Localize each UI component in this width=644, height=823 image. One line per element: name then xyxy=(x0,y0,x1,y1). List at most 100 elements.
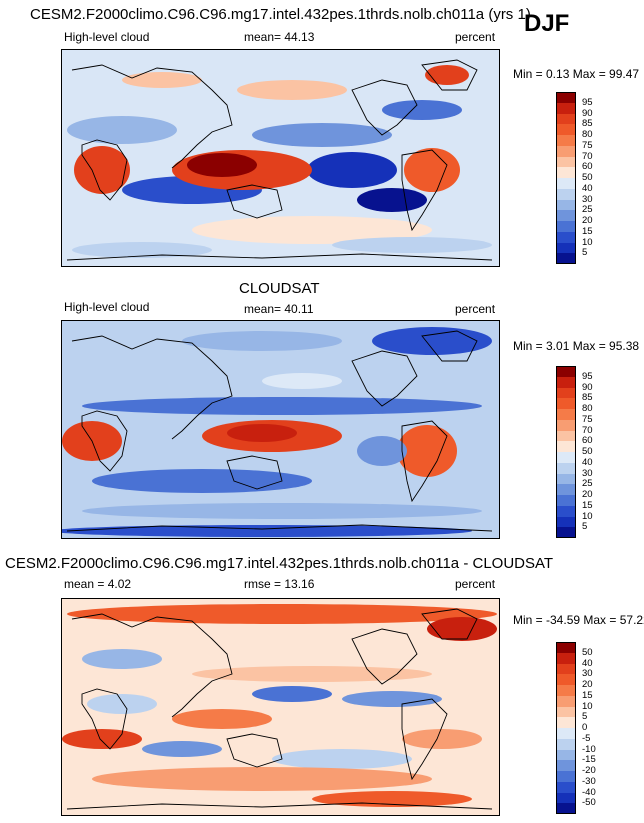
panel1-colorbar-swatch xyxy=(556,188,576,200)
panel2-title: CLOUDSAT xyxy=(239,280,320,297)
panel2-units-label: percent xyxy=(455,302,496,316)
panel3-colorbar-tick-label: 40 xyxy=(582,657,593,669)
panel1-colorbar-swatch xyxy=(556,199,576,211)
panel3-colorbar-tick-label: 50 xyxy=(582,646,593,658)
panel1-colorbar-swatch xyxy=(556,210,576,222)
panel3-colorbar-swatch xyxy=(556,781,576,793)
panel3-colorbar-swatch xyxy=(556,771,576,782)
panel3-colorbar-swatch xyxy=(556,652,576,664)
panel3-mean-label: mean = 4.02 xyxy=(64,577,132,591)
panel2-colorbar-swatch xyxy=(556,441,576,453)
panel1-colorbar-swatch xyxy=(556,178,576,189)
panel1-colorbar-tick-label: 80 xyxy=(582,129,593,140)
panel2-colorbar-swatch xyxy=(556,376,576,388)
panel3-map xyxy=(61,598,500,816)
panel3-colorbar-swatch xyxy=(556,685,576,696)
panel3-colorbar xyxy=(556,642,576,815)
panel3-colorbar-swatch xyxy=(556,663,576,675)
panel2-map xyxy=(61,320,500,539)
panel1-colorbar-tick-label: 75 xyxy=(582,139,593,151)
panel1-colorbar-tick-label: 25 xyxy=(582,204,593,216)
panel1-field xyxy=(62,50,499,266)
panel2-colorbar-swatch xyxy=(556,516,576,528)
panel3-colorbar-tick-label: -40 xyxy=(582,786,596,798)
panel3-colorbar-tick-label: -5 xyxy=(582,732,591,744)
panel3-colorbar-tick-label: 10 xyxy=(582,700,593,712)
panel2-colorbar-tick-label: 20 xyxy=(582,489,593,500)
panel1-colorbar-swatch xyxy=(556,102,576,114)
panel3-colorbar-tick-label: -10 xyxy=(582,743,596,755)
panel1-units-label: percent xyxy=(455,30,496,44)
panel1-field-blobs xyxy=(67,65,492,258)
panel1-colorbar-tick-label: 95 xyxy=(582,96,593,108)
panel3-colorbar-swatch xyxy=(556,803,576,815)
panel3-colorbar-tick-label: 15 xyxy=(582,689,593,701)
panel1-colorbar-swatch xyxy=(556,242,576,254)
panel2-colorbar-swatch xyxy=(556,366,576,377)
panel2-colorbar-tick-label: 80 xyxy=(582,403,593,414)
panel3-colorbar-swatch xyxy=(556,749,576,761)
panel2-colorbar-tick-label: 95 xyxy=(582,370,593,382)
panel1-colorbar-swatch xyxy=(556,156,576,168)
panel1-colorbar-swatch xyxy=(556,167,576,179)
panel1-colorbar-tick-label: 60 xyxy=(582,161,593,173)
panel2-colorbar-tick-label: 25 xyxy=(582,478,593,490)
panel1-colorbar-tick-label: 30 xyxy=(582,193,593,205)
panel3-colorbar-swatch xyxy=(556,792,576,804)
panel3-rmse-label: rmse = 13.16 xyxy=(244,577,315,591)
panel1-mean-label: mean= 44.13 xyxy=(244,30,315,44)
panel3-colorbar-tick-label: -20 xyxy=(582,765,596,776)
panel3-colorbar-tick-label: 20 xyxy=(582,679,593,690)
panel1-colorbar-tick-label: 15 xyxy=(582,225,593,237)
panel3-units-label: percent xyxy=(455,577,496,591)
panel3-colorbar-tick-label: -15 xyxy=(582,754,596,766)
panel1-colorbar-swatch xyxy=(556,92,576,103)
panel2-colorbar-tick-label: 60 xyxy=(582,435,593,447)
panel3-field xyxy=(62,599,499,815)
panel2-colorbar-tick-label: 5 xyxy=(582,521,588,533)
panel1-colorbar-swatch xyxy=(556,231,576,243)
panel2-colorbar-tick-label: 10 xyxy=(582,510,593,522)
figure-title: CESM2.F2000climo.C96.C96.mg17.intel.432p… xyxy=(30,6,531,23)
panel2-colorbar-tick-label: 85 xyxy=(582,392,593,404)
panel3-colorbar-swatch xyxy=(556,642,576,653)
panel2-minmax: Min = 3.01 Max = 95.38 xyxy=(513,339,640,353)
panel3-colorbar-swatch xyxy=(556,738,576,750)
season-label: DJF xyxy=(524,10,570,37)
panel2-field xyxy=(62,321,499,538)
panel3-field-blobs xyxy=(62,604,497,807)
panel3-colorbar-swatch xyxy=(556,695,576,707)
panel2-coastlines xyxy=(66,330,493,532)
panel3-colorbar-tick-label: 0 xyxy=(582,722,588,733)
panel3-colorbar-swatch xyxy=(556,760,576,772)
panel2-field-blobs xyxy=(62,327,492,537)
panel2-colorbar-tick-label: 70 xyxy=(582,424,593,436)
panel1-colorbar-tick-label: 10 xyxy=(582,236,593,248)
panel2-colorbar-swatch xyxy=(556,419,576,431)
panel3-colorbar-swatch xyxy=(556,728,576,739)
panel2-colorbar-swatch xyxy=(556,473,576,485)
panel2-colorbar-swatch xyxy=(556,430,576,442)
panel3-colorbar-tick-label: 30 xyxy=(582,668,593,680)
panel2-colorbar-swatch xyxy=(556,409,576,420)
panel1-colorbar-tick-label: 90 xyxy=(582,107,593,119)
panel2-colorbar-swatch xyxy=(556,484,576,496)
panel2-colorbar-tick-label: 15 xyxy=(582,499,593,511)
panel1-colorbar-tick-label: 20 xyxy=(582,215,593,226)
panel1-colorbar xyxy=(556,92,576,265)
panel1-colorbar-swatch xyxy=(556,221,576,232)
panel3-colorbar-labels: 50 40 30 20 15 10 5 0 -5 -10 -15 -20 -30 -40 -50 xyxy=(582,642,622,814)
panel2-colorbar-labels: 95 90 85 80 75 70 60 50 40 30 25 20 15 10 5 xyxy=(582,366,622,538)
panel1-colorbar-tick-label: 70 xyxy=(582,150,593,162)
panel3-colorbar-tick-label: -30 xyxy=(582,775,596,787)
panel2-colorbar xyxy=(556,366,576,539)
panel1-colorbar-swatch xyxy=(556,135,576,146)
panel2-colorbar-swatch xyxy=(556,505,576,517)
panel1-colorbar-tick-label: 5 xyxy=(582,247,588,259)
panel2-colorbar-tick-label: 75 xyxy=(582,413,593,425)
panel1-colorbar-labels: 95 90 85 80 75 70 60 50 40 30 25 20 15 10 5 xyxy=(582,92,622,264)
panel3-minmax: Min = -34.59 Max = 57.22 xyxy=(513,613,644,627)
panel3-colorbar-swatch xyxy=(556,717,576,729)
panel1-minmax: Min = 0.13 Max = 99.47 xyxy=(513,67,640,81)
panel2-colorbar-tick-label: 90 xyxy=(582,381,593,393)
